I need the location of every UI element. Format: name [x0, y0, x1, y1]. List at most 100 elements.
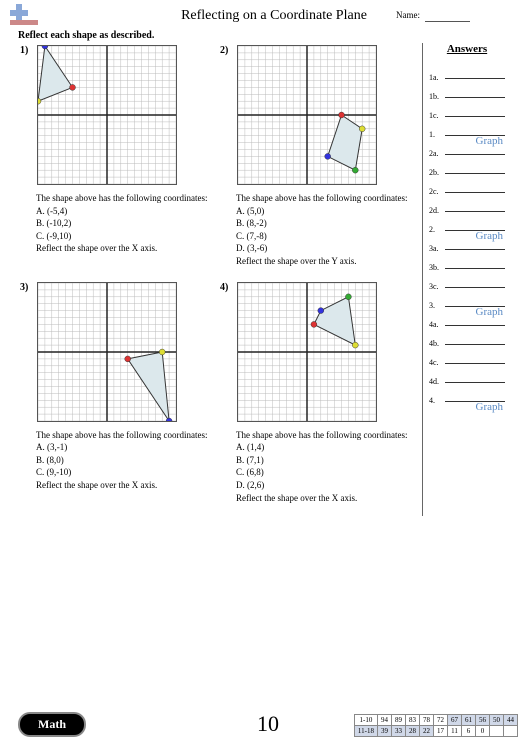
- answer-row: 4d.: [429, 367, 505, 386]
- score-cell: 11: [448, 726, 462, 737]
- score-cell: 67: [448, 715, 462, 726]
- answer-label: 4b.: [429, 339, 445, 348]
- coord-line: D. (3,-6): [236, 242, 412, 255]
- score-cell: 56: [476, 715, 490, 726]
- coord-line: B. (7,1): [236, 454, 412, 467]
- answer-blank: Graph: [445, 230, 505, 231]
- score-cell: 28: [406, 726, 420, 737]
- score-label: 1-10: [354, 715, 377, 726]
- coordinate-grid: [237, 282, 377, 425]
- answer-label: 2b.: [429, 168, 445, 177]
- answer-blank: [445, 78, 505, 79]
- answer-blank: [445, 344, 505, 345]
- problems-area: 1) The shape above has the following coo…: [18, 43, 423, 516]
- answer-row: 2. Graph: [429, 215, 505, 234]
- score-cell: 0: [476, 726, 490, 737]
- coord-line: C. (-9,10): [36, 230, 212, 243]
- score-cell: 33: [392, 726, 406, 737]
- answer-label: 1b.: [429, 92, 445, 101]
- answer-blank: [445, 192, 505, 193]
- coord-intro: The shape above has the following coordi…: [236, 429, 412, 442]
- answer-blank: [445, 154, 505, 155]
- answer-label: 2.: [429, 225, 445, 234]
- answer-blank: [445, 116, 505, 117]
- score-cell: 22: [420, 726, 434, 737]
- problem-4: 4) The shape above has the following coo…: [218, 280, 418, 517]
- problem-number: 4): [220, 282, 234, 293]
- answer-label: 4.: [429, 396, 445, 405]
- answer-value: Graph: [445, 401, 505, 413]
- coord-line: B. (8,-2): [236, 217, 412, 230]
- answer-row: 1a.: [429, 63, 505, 82]
- answer-row: 3c.: [429, 272, 505, 291]
- problem-number: 1): [20, 45, 34, 56]
- answer-blank: [445, 268, 505, 269]
- coord-line: B. (-10,2): [36, 217, 212, 230]
- answer-blank: [445, 382, 505, 383]
- reflect-task: Reflect the shape over the X axis.: [236, 492, 412, 505]
- problem-1: 1) The shape above has the following coo…: [18, 43, 218, 280]
- answer-blank: [445, 287, 505, 288]
- score-cell: 72: [434, 715, 448, 726]
- answer-blank: Graph: [445, 401, 505, 402]
- coord-intro: The shape above has the following coordi…: [36, 192, 212, 205]
- answer-label: 4c.: [429, 358, 445, 367]
- coord-line: C. (7,-8): [236, 230, 412, 243]
- coord-line: D. (2,6): [236, 479, 412, 492]
- instruction: Reflect each shape as described.: [18, 30, 530, 41]
- coord-line: C. (6,8): [236, 466, 412, 479]
- answer-value: Graph: [445, 230, 505, 242]
- answers-title: Answers: [429, 43, 505, 55]
- coord-intro: The shape above has the following coordi…: [36, 429, 212, 442]
- score-cell: 89: [392, 715, 406, 726]
- coord-intro: The shape above has the following coordi…: [236, 192, 412, 205]
- score-label: 11-18: [354, 726, 377, 737]
- answer-row: 1. Graph: [429, 120, 505, 139]
- answer-label: 2a.: [429, 149, 445, 158]
- answers-panel: Answers 1a. 1b. 1c. 1. Graph2a. 2b. 2c. …: [423, 43, 511, 516]
- answer-blank: Graph: [445, 135, 505, 136]
- score-cell: 83: [406, 715, 420, 726]
- coord-line: A. (3,-1): [36, 441, 212, 454]
- answer-blank: [445, 249, 505, 250]
- answer-label: 3c.: [429, 282, 445, 291]
- answer-label: 3.: [429, 301, 445, 310]
- coord-line: B. (8,0): [36, 454, 212, 467]
- coord-line: A. (-5,4): [36, 205, 212, 218]
- coord-line: C. (9,-10): [36, 466, 212, 479]
- answer-blank: [445, 363, 505, 364]
- name-blank: [425, 21, 470, 22]
- answer-blank: [445, 325, 505, 326]
- score-cell: 17: [434, 726, 448, 737]
- problem-2: 2) The shape above has the following coo…: [218, 43, 418, 280]
- answer-label: 4d.: [429, 377, 445, 386]
- reflect-task: Reflect the shape over the Y axis.: [236, 255, 412, 268]
- answer-blank: Graph: [445, 306, 505, 307]
- coordinate-grid: [37, 282, 177, 425]
- answer-row: 3. Graph: [429, 291, 505, 310]
- page-number: 10: [257, 711, 279, 737]
- reflect-task: Reflect the shape over the X axis.: [36, 242, 212, 255]
- score-cell: 78: [420, 715, 434, 726]
- answer-row: 2c.: [429, 177, 505, 196]
- name-label: Name:: [396, 10, 420, 20]
- answer-row: 1b.: [429, 82, 505, 101]
- score-cell: 50: [490, 715, 504, 726]
- answer-value: Graph: [445, 306, 505, 318]
- answer-row: 1c.: [429, 101, 505, 120]
- answer-label: 3b.: [429, 263, 445, 272]
- problem-number: 3): [20, 282, 34, 293]
- answer-label: 2c.: [429, 187, 445, 196]
- score-cell: 6: [462, 726, 476, 737]
- score-table: 1-1094898378726761565044 11-183933282217…: [354, 714, 518, 737]
- math-badge: Math: [18, 712, 86, 737]
- answer-blank: [445, 173, 505, 174]
- answer-label: 3a.: [429, 244, 445, 253]
- answer-label: 4a.: [429, 320, 445, 329]
- page-title: Reflecting on a Coordinate Plane: [181, 8, 367, 23]
- answer-row: 2b.: [429, 158, 505, 177]
- problem-3: 3) The shape above has the following coo…: [18, 280, 218, 517]
- answer-row: 4. Graph: [429, 386, 505, 405]
- coord-line: A. (5,0): [236, 205, 412, 218]
- answer-row: 4b.: [429, 329, 505, 348]
